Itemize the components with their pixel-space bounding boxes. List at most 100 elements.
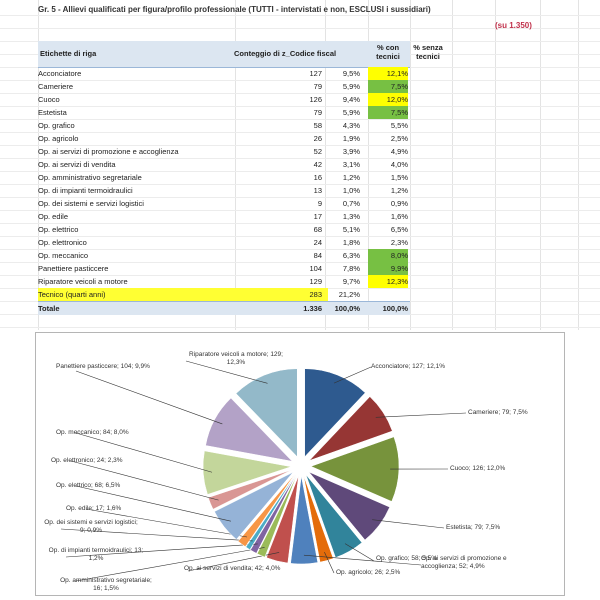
row-pct-without: 100,0% [382,304,408,313]
grid-row-line [0,145,600,146]
grid-row-line [0,106,600,107]
row-count: 68 [313,225,322,234]
row-pct-without: 4,0% [390,160,408,169]
table-row[interactable]: Estetista 79 5,9% 7,5% [38,106,410,119]
table-row[interactable]: Op. dei sistemi e servizi logistici 9 0,… [38,197,410,210]
row-pct-with: 5,9% [342,82,360,91]
row-count: 127 [309,69,322,78]
pie-slice[interactable] [304,368,366,458]
header-count[interactable]: Conteggio di z_Codice fiscal [234,49,337,58]
pie-slice[interactable] [256,475,298,558]
row-pct-without: 5,5% [390,121,408,130]
data-label: Op. di impianti termoidraulici; 13; 1,2% [48,547,144,562]
data-label: Cameriere; 79; 7,5% [468,409,528,416]
table-row[interactable]: Op. di impianti termoidraulici 13 1,0% 1… [38,184,410,197]
row-count: 79 [313,82,322,91]
leader-line [70,460,219,501]
pie-slice[interactable] [290,475,319,565]
data-label: Op. amministrativo segretariale; 16; 1,5… [60,577,152,592]
table-row[interactable]: Op. ai servizi di vendita 42 3,1% 4,0% [38,158,410,171]
pie-slice[interactable] [235,368,298,458]
pie-slice[interactable] [309,396,393,461]
grid-row-line [0,132,600,133]
header-row-labels[interactable]: Etichette di riga [40,49,97,58]
data-label: Op. edile; 17; 1,6% [66,505,122,512]
table-row[interactable]: Op. elettrico 68 5,1% 6,5% [38,223,410,236]
table-row[interactable]: Panettiere pasticcere 104 7,8% 9,9% [38,262,410,275]
leader-line [333,366,372,384]
table-row[interactable]: Riparatore veicoli a motore 129 9,7% 12,… [38,275,410,288]
row-count: 26 [313,134,322,143]
row-count: 13 [313,186,322,195]
row-label: Panettiere pasticcere [38,264,109,273]
row-count: 52 [313,147,322,156]
table-row[interactable]: Acconciatore 127 9,5% 12,1% [38,67,410,80]
leader-line [75,485,231,522]
pie-slice[interactable] [237,473,296,547]
leader-line [324,551,335,574]
leader-line [303,554,422,566]
grid-row-line [0,80,600,81]
leader-line [185,360,268,384]
grid-row-line [0,275,600,276]
pie-chart[interactable]: Acconciatore; 127; 12,1% Cameriere; 79; 7… [35,332,565,596]
table-row[interactable]: Cameriere 79 5,9% 7,5% [38,80,410,93]
grid-column-line [410,0,411,330]
row-count: 129 [309,277,322,286]
table-row[interactable]: Op. meccanico 84 6,3% 8,0% [38,249,410,262]
pie-slice[interactable] [245,474,296,550]
leader-line [75,547,265,582]
grid-column-line [38,0,39,330]
table-row[interactable]: Op. grafico 58 4,3% 5,5% [38,119,410,132]
table-row[interactable]: Tecnico (quarti anni) 283 21,2% [38,288,410,301]
grid-row-line [0,223,600,224]
row-pct-with: 4,3% [342,121,360,130]
row-label: Op. edile [38,212,69,221]
row-pct-with: 1,3% [342,212,360,221]
leader-line [375,412,467,418]
leader-line [75,370,223,425]
total-row[interactable]: Totale 1.336 100,0% 100,0% [38,301,410,315]
row-label: Estetista [38,108,67,117]
grid-row-line [0,262,600,263]
grid-row-line [0,93,600,94]
pie-slice[interactable] [303,475,334,563]
row-label: Op. elettronico [38,238,87,247]
leader-line [344,543,375,562]
data-label: Cuoco; 126; 12,0% [450,465,506,472]
row-count: 58 [313,121,322,130]
grid-column-line [578,0,579,330]
pie-slice[interactable] [205,397,293,462]
row-count: 104 [309,264,322,273]
row-pct-without: 6,5% [390,225,408,234]
pie-slice[interactable] [266,475,299,564]
row-pct-with: 3,1% [342,160,360,169]
row-count: 283 [309,290,322,299]
table-row[interactable]: Op. ai servizi di promozione e accoglien… [38,145,410,158]
header-pct-with[interactable]: % con tecnici [376,43,400,61]
pie-slice[interactable] [202,450,292,495]
row-label: Totale [38,304,60,313]
pie-slice[interactable] [310,436,400,502]
row-label: Op. agricolo [38,134,79,143]
table-row[interactable]: Op. elettronico 24 1,8% 2,3% [38,236,410,249]
row-pct-without: 7,5% [368,106,408,119]
table-row[interactable]: Op. agricolo 26 1,9% 2,5% [38,132,410,145]
pie-slice[interactable] [250,474,297,554]
sample-note: (su 1.350) [495,21,532,30]
table-row[interactable]: Op. edile 17 1,3% 1,6% [38,210,410,223]
row-label: Op. ai servizi di vendita [38,160,116,169]
row-pct-without: 9,9% [368,262,408,275]
data-label: Riparatore veicoli a motore; 129; 12,3% [189,351,283,366]
table-row[interactable]: Cuoco 126 9,4% 12,0% [38,93,410,106]
row-count: 79 [313,108,322,117]
row-pct-with: 5,9% [342,108,360,117]
grid-row-line [0,249,600,250]
sheet-title: Gr. 5 - Allievi qualificati per figura/p… [38,5,431,14]
data-label: Op. elettronico; 24; 2,3% [51,457,123,464]
data-label: Op. ai servizi di promozione e accoglien… [421,555,507,570]
header-pct-without[interactable]: % senza tecnici [413,43,443,61]
pie-slice[interactable] [214,471,294,540]
table-row[interactable]: Op. amministrativo segretariale 16 1,2% … [38,171,410,184]
pie-slice[interactable] [308,471,391,541]
